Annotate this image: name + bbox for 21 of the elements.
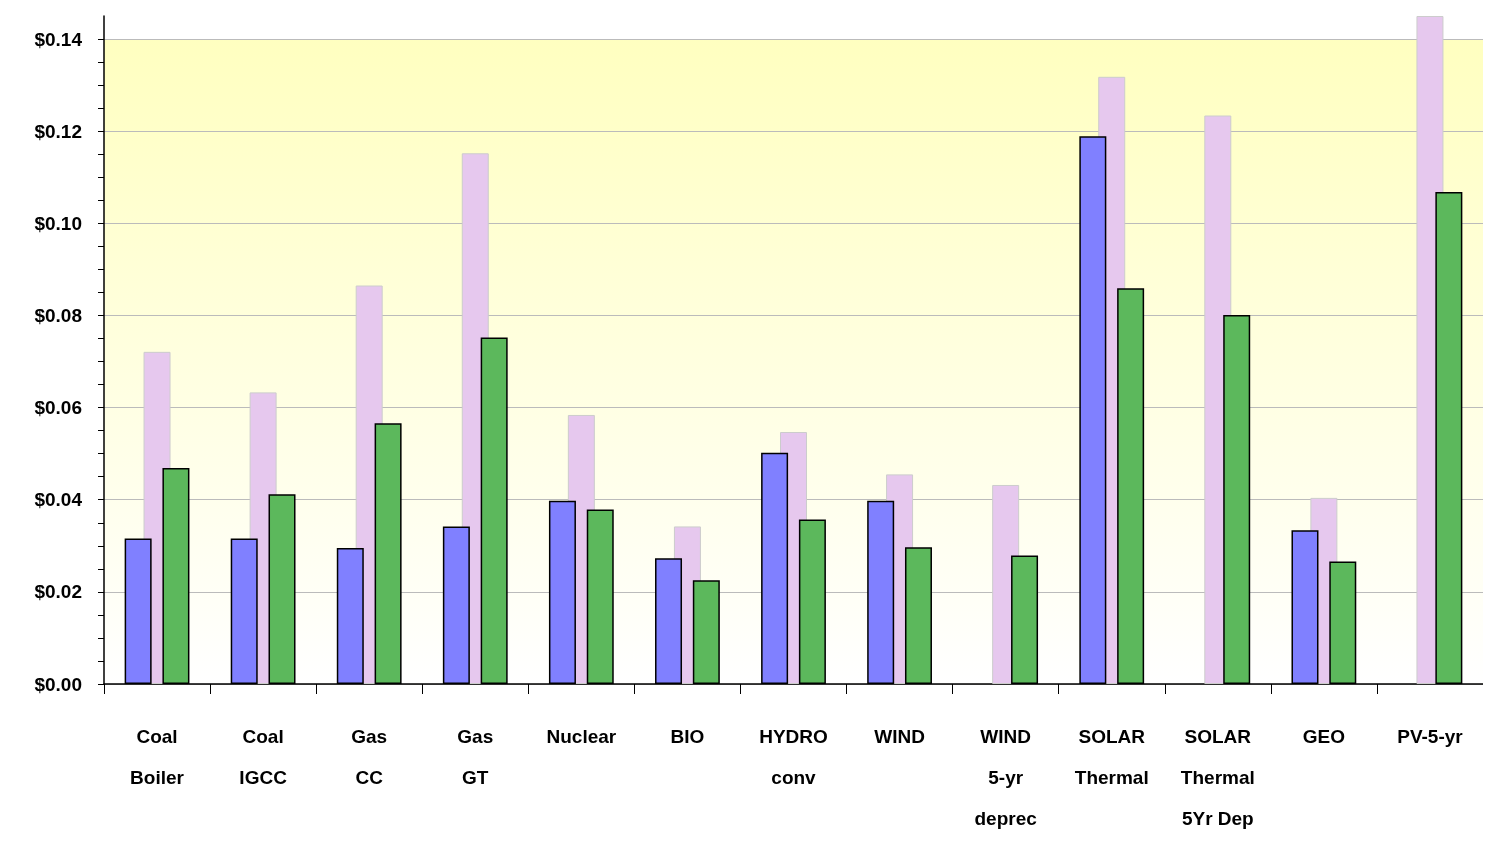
x-tick-label: SOLAR Thermal 5Yr Dep xyxy=(1180,726,1255,829)
y-tick-label: $0.10 xyxy=(34,212,82,234)
y-tick-label: $0.02 xyxy=(34,581,82,603)
x-tick-label: SOLAR Thermal xyxy=(1074,726,1149,788)
x-tick-label: Coal Boiler xyxy=(130,726,185,788)
x-tick-label: Coal IGCC xyxy=(239,726,288,788)
y-tick-label: $0.14 xyxy=(34,28,83,50)
x-tick-label: HYDRO conv xyxy=(759,726,828,788)
x-tick-label: PV-5-yr xyxy=(1397,726,1464,747)
x-tick-label: Nuclear xyxy=(546,726,617,747)
x-tick-label: Gas CC xyxy=(351,726,388,788)
x-tick-label: Gas GT xyxy=(457,726,494,788)
y-tick-label: $0.00 xyxy=(34,673,82,695)
y-tick-label: $0.04 xyxy=(34,489,83,511)
y-tick-label: $0.08 xyxy=(34,304,82,326)
x-tick-label: GEO xyxy=(1302,726,1345,747)
y-tick-label: $0.12 xyxy=(34,120,82,142)
x-tick-label: WIND 5-yr deprec xyxy=(974,726,1038,829)
x-tick-label: WIND xyxy=(874,726,925,747)
y-tick-label: $0.06 xyxy=(34,397,82,419)
x-tick-label: BIO xyxy=(670,726,705,747)
